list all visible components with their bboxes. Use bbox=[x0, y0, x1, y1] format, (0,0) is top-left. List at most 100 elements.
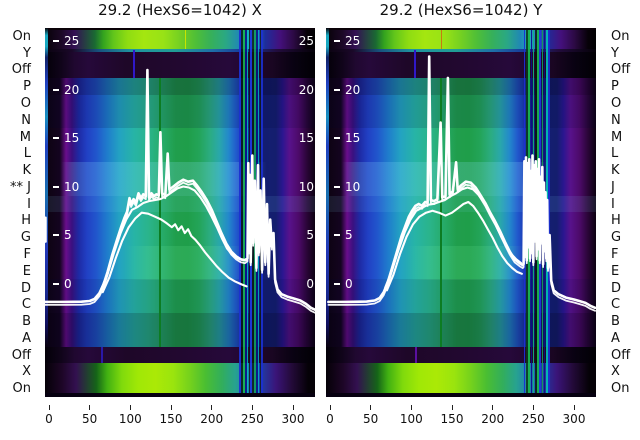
row-label-right: M bbox=[611, 129, 623, 145]
row-label-left: I bbox=[27, 196, 31, 212]
y-tick-value: 10 bbox=[64, 179, 80, 194]
overlay-line-main bbox=[45, 72, 315, 314]
y-tick-mark bbox=[53, 234, 59, 236]
x-tick-mark bbox=[211, 405, 213, 410]
heatmap-row-shade bbox=[45, 279, 315, 313]
row-label-left: Off bbox=[11, 347, 31, 363]
y-tick-label: 5 bbox=[334, 227, 353, 243]
row-label-left: B bbox=[22, 314, 31, 329]
row-label-left: C bbox=[21, 297, 31, 313]
row-label-right: Y bbox=[611, 45, 619, 61]
row-label-right: G bbox=[611, 230, 622, 246]
y-tick-mark bbox=[334, 185, 340, 188]
heatmap-vline-feature bbox=[159, 78, 162, 347]
x-tick-mark bbox=[292, 405, 294, 410]
overlay-line-plot bbox=[45, 68, 315, 314]
row-label-right: J bbox=[611, 179, 615, 195]
heatmap-band-top-edge bbox=[326, 28, 596, 30]
heatmap-band-on-bottom bbox=[326, 363, 596, 393]
y-tick-mark bbox=[334, 137, 340, 139]
heatmap-vline-feature bbox=[414, 50, 417, 78]
y-tick-label-right: 20 bbox=[298, 82, 314, 97]
y-tick-value: 0 bbox=[345, 276, 353, 291]
row-label-right: C bbox=[611, 297, 621, 313]
y-tick-mark bbox=[53, 88, 59, 91]
heatmap-left-edge-strip bbox=[45, 28, 48, 397]
y-tick-label: 10 bbox=[53, 179, 79, 195]
row-label-right: B bbox=[611, 314, 620, 329]
heatmap-vline-feature bbox=[440, 78, 443, 347]
y-tick-label-right: 10 bbox=[298, 179, 314, 194]
heatmap-row-shade bbox=[45, 95, 315, 128]
heatmap-row-shade bbox=[326, 313, 596, 347]
row-label-right: Off bbox=[611, 347, 631, 363]
y-tick-mark bbox=[334, 88, 340, 91]
y-tick-value: 25 bbox=[64, 34, 80, 48]
y-tick-value: 0 bbox=[64, 276, 72, 291]
heatmap-band-off-top bbox=[326, 52, 596, 78]
heatmap-feature-lines bbox=[326, 28, 596, 397]
row-label-left: O bbox=[20, 96, 31, 111]
y-tick-label-right: 5 bbox=[306, 228, 314, 242]
x-tick-label: 300 bbox=[281, 412, 305, 426]
overlay-line-mid bbox=[100, 185, 248, 291]
y-tick-label: 0 bbox=[53, 276, 72, 292]
overlay-line-plot bbox=[327, 55, 596, 312]
y-tick-label: 25 bbox=[53, 33, 79, 49]
y-tick-value: 20 bbox=[64, 82, 80, 97]
x-tick-mark bbox=[89, 405, 91, 410]
row-label-right: Off bbox=[611, 62, 631, 78]
heatmap-band-on-bottom bbox=[45, 363, 315, 393]
heatmap-row-shade bbox=[45, 162, 315, 196]
row-label-right: X bbox=[611, 364, 620, 380]
row-label-left: N bbox=[21, 112, 31, 128]
panel-x-title: 29.2 (HexS6=1042) X bbox=[98, 1, 262, 19]
row-label-left: K bbox=[22, 163, 31, 179]
y-tick-label: 5 bbox=[53, 227, 72, 243]
y-tick-value: 15 bbox=[64, 131, 80, 145]
y-tick-value: 25 bbox=[345, 34, 361, 48]
x-tick-mark bbox=[451, 405, 453, 410]
row-label-left: D bbox=[20, 280, 31, 296]
row-label-left: F bbox=[23, 246, 31, 262]
row-label-right: On bbox=[611, 28, 630, 44]
heatmap-vline-feature bbox=[415, 347, 418, 363]
y-tick-mark bbox=[53, 137, 59, 139]
burst-stripe bbox=[243, 30, 245, 393]
y-tick-label: 15 bbox=[334, 130, 360, 146]
x-tick-mark bbox=[573, 405, 575, 410]
heatmap-vline-feature bbox=[100, 347, 103, 363]
x-tick-label: 100 bbox=[118, 412, 142, 426]
heatmap-band-bottom-edge bbox=[45, 393, 315, 397]
y-tick-value: 20 bbox=[345, 82, 361, 97]
x-tick-mark bbox=[370, 405, 372, 410]
overlay-line-lower bbox=[101, 211, 248, 294]
burst-stripe bbox=[241, 30, 243, 393]
x-tick-mark bbox=[48, 405, 50, 410]
row-label-right: F bbox=[611, 246, 619, 262]
y-tick-mark bbox=[53, 185, 59, 188]
y-tick-label: 0 bbox=[334, 276, 353, 292]
x-tick-label: 0 bbox=[45, 412, 53, 426]
heatmap-band-off-top bbox=[45, 52, 315, 78]
burst-stripe bbox=[245, 30, 247, 393]
burst-stripe bbox=[548, 30, 550, 393]
x-tick-label: 150 bbox=[159, 412, 183, 426]
row-label-left: M bbox=[19, 129, 31, 145]
x-tick-label: 150 bbox=[440, 412, 464, 426]
heatmap-band-transition bbox=[326, 49, 596, 52]
x-tick-mark bbox=[532, 405, 534, 410]
y-tick-value: 10 bbox=[345, 179, 361, 194]
heatmap-vline-feature bbox=[440, 30, 443, 49]
row-label-left: On bbox=[12, 28, 31, 44]
x-tick-label: 100 bbox=[399, 412, 423, 426]
inner-tick-labels: 25 20 15 10 5 0 bbox=[326, 28, 596, 397]
x-tick-mark bbox=[410, 405, 412, 410]
heatmap-row-shade bbox=[326, 95, 596, 128]
x-tick-label: 50 bbox=[363, 412, 379, 426]
heatmap-panel-y: 25 20 15 10 5 0 bbox=[326, 28, 596, 397]
heatmap-row-shade bbox=[45, 313, 315, 347]
panel-y-title: 29.2 (HexS6=1042) Y bbox=[379, 1, 543, 19]
x-tick-mark bbox=[251, 405, 253, 410]
heatmap-band-transition bbox=[45, 49, 315, 52]
